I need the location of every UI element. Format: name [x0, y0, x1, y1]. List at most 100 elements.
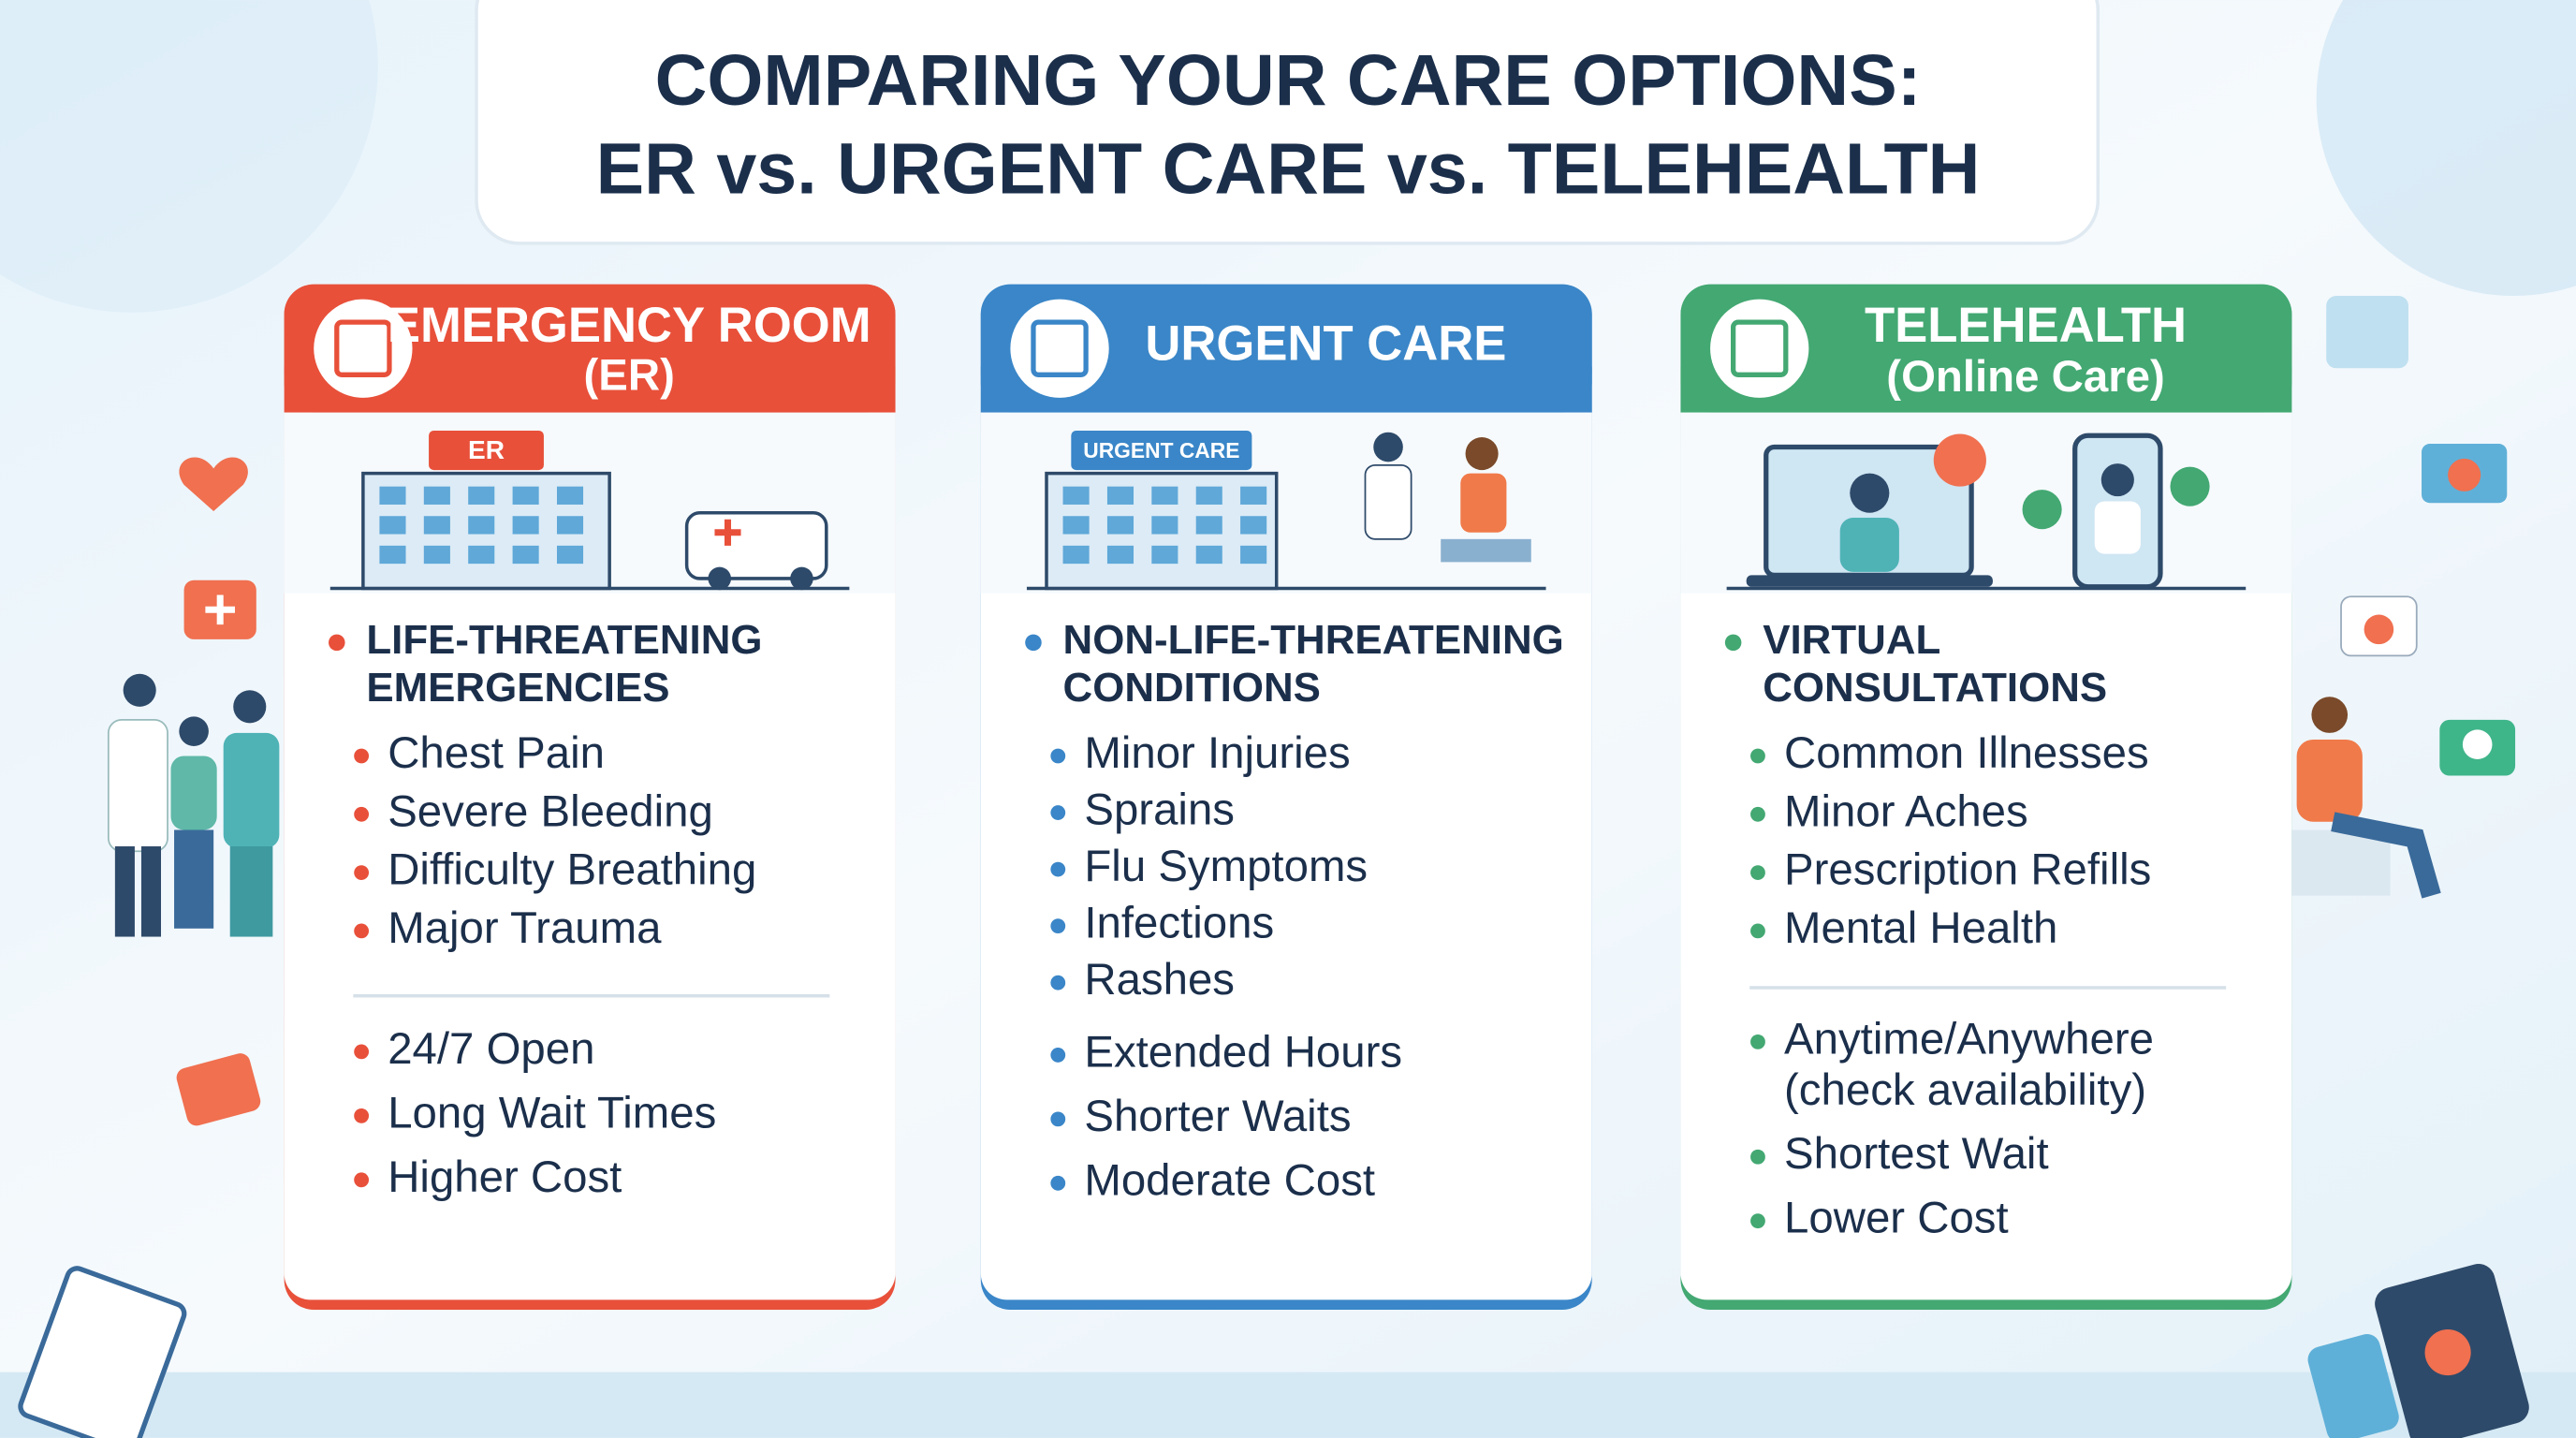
detail-item: Higher Cost	[388, 1152, 622, 1202]
bullet	[1025, 634, 1042, 652]
right-person	[2291, 697, 2441, 899]
detail-item: Extended Hours	[1084, 1027, 1402, 1077]
window	[1240, 486, 1267, 505]
care-card: TELEHEALTH(Online Care) VIRTUALCONSULTATI…	[1680, 284, 2292, 1310]
bullet	[1750, 806, 1765, 822]
sign	[429, 430, 544, 471]
window	[379, 486, 406, 505]
detail-item: Shortest Wait	[1784, 1129, 2049, 1179]
bullet	[1050, 1111, 1066, 1127]
detail-item: Anytime/Anywhere	[1784, 1014, 2154, 1064]
card-subtitle: (ER)	[584, 350, 675, 400]
bullet	[1750, 1213, 1765, 1229]
detail-item: Long Wait Times	[388, 1088, 716, 1137]
building-sign: ER	[468, 435, 505, 464]
cross	[714, 519, 741, 546]
detail-item: Shorter Waits	[1084, 1092, 1351, 1141]
doctor-head	[2100, 463, 2134, 497]
condition-item: Prescription Refills	[1784, 845, 2151, 895]
bullet	[1050, 861, 1066, 877]
section-heading: EMERGENCIES	[366, 665, 669, 711]
window	[1151, 545, 1178, 565]
window	[1240, 545, 1267, 565]
condition-item: Minor Aches	[1784, 786, 2028, 836]
bullet	[1050, 975, 1066, 990]
card-icon-glyph	[1031, 319, 1089, 377]
bullet	[354, 1044, 370, 1060]
doctor-head	[1373, 432, 1403, 462]
patient	[1460, 473, 1507, 533]
window	[423, 486, 450, 505]
window	[1240, 516, 1267, 535]
doctor	[2094, 501, 2141, 554]
bullet	[354, 865, 370, 880]
window	[1195, 516, 1222, 535]
header-title: COMPARING YOUR CARE OPTIONS:	[655, 40, 1922, 121]
bullet	[354, 748, 370, 764]
card-title: TELEHEALTH	[1865, 298, 2187, 353]
window	[379, 516, 406, 535]
card-icon	[1010, 299, 1109, 398]
bullet	[354, 1108, 370, 1123]
decor-blob	[0, 0, 378, 313]
card-title: URGENT CARE	[1145, 315, 1506, 371]
window	[468, 516, 495, 535]
building-sign: URGENT CARE	[1083, 438, 1239, 462]
left-people	[107, 673, 280, 937]
condition-item: Chest Pain	[388, 728, 605, 778]
header-box	[475, 0, 2100, 245]
window	[1151, 516, 1178, 535]
decor-blob	[2316, 0, 2576, 296]
window	[1062, 545, 1090, 565]
window	[556, 545, 584, 565]
bullet	[1050, 805, 1066, 820]
window	[1106, 545, 1134, 565]
wheel	[790, 566, 813, 591]
window	[1151, 486, 1178, 505]
condition-item: Flu Symptoms	[1084, 842, 1368, 891]
window	[379, 545, 406, 565]
section-heading: VIRTUAL	[1763, 617, 1940, 663]
care-card: EMERGENCY ROOM(ER) ER LIFE-THREATENINGEMER…	[284, 284, 896, 1310]
section-heading: CONSULTATIONS	[1763, 665, 2107, 711]
section-heading: NON-LIFE-THREATENING	[1063, 617, 1564, 663]
window	[468, 486, 495, 505]
window	[556, 516, 584, 535]
window	[423, 516, 450, 535]
bullet	[1750, 1034, 1765, 1049]
wheel	[708, 566, 732, 591]
chat-bubble	[2170, 466, 2210, 506]
detail-item: 24/7 Open	[388, 1024, 594, 1074]
bullet	[354, 1172, 370, 1188]
window	[1195, 486, 1222, 505]
sign	[1071, 430, 1252, 471]
person-head	[1850, 473, 1890, 513]
video-bubble	[1933, 433, 1986, 487]
bullet	[329, 634, 345, 652]
cards: EMERGENCY ROOM(ER) ER LIFE-THREATENINGEMER…	[284, 284, 2292, 1310]
condition-item: Rashes	[1084, 955, 1235, 1005]
section-heading: CONDITIONS	[1063, 665, 1321, 711]
window	[512, 516, 539, 535]
card-title: EMERGENCY ROOM	[388, 298, 871, 353]
laptop-base	[1746, 575, 1993, 587]
window	[1106, 486, 1134, 505]
window	[423, 545, 450, 565]
bed	[1441, 538, 1531, 563]
condition-item: Mental Health	[1784, 903, 2057, 953]
condition-item: Infections	[1084, 899, 1274, 948]
condition-item: Major Trauma	[388, 903, 662, 953]
bullet	[354, 923, 370, 939]
detail-item: Moderate Cost	[1084, 1155, 1375, 1205]
window	[1062, 486, 1090, 505]
window	[1062, 516, 1090, 535]
person	[1839, 518, 1899, 572]
window	[512, 545, 539, 565]
care-card: URGENT CARE URGENT CARE NON-LIFE-THREATENI…	[980, 284, 1592, 1310]
bullet	[1750, 1149, 1765, 1165]
bullet	[1750, 748, 1765, 764]
bullet	[1050, 748, 1066, 764]
decor-icons	[18, 296, 2529, 1438]
bullet	[354, 806, 370, 822]
